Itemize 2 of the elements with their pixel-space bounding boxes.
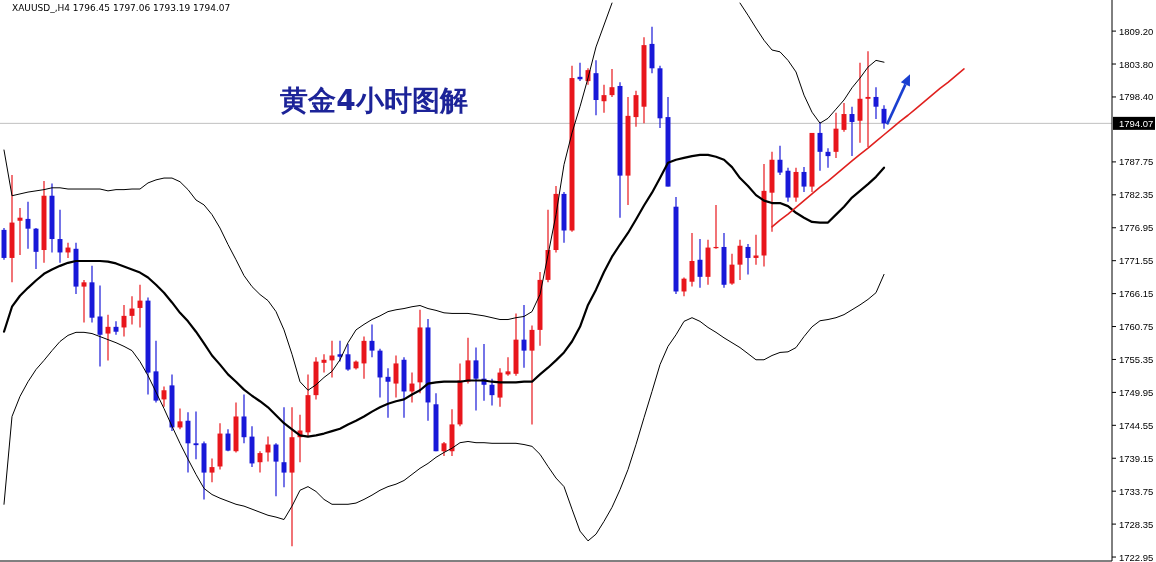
- annotation: XAUUSD_,H4 1796.45 1797.06 1793.19 1794.07: [12, 3, 231, 13]
- title: 黄金4小时图解: [280, 84, 468, 117]
